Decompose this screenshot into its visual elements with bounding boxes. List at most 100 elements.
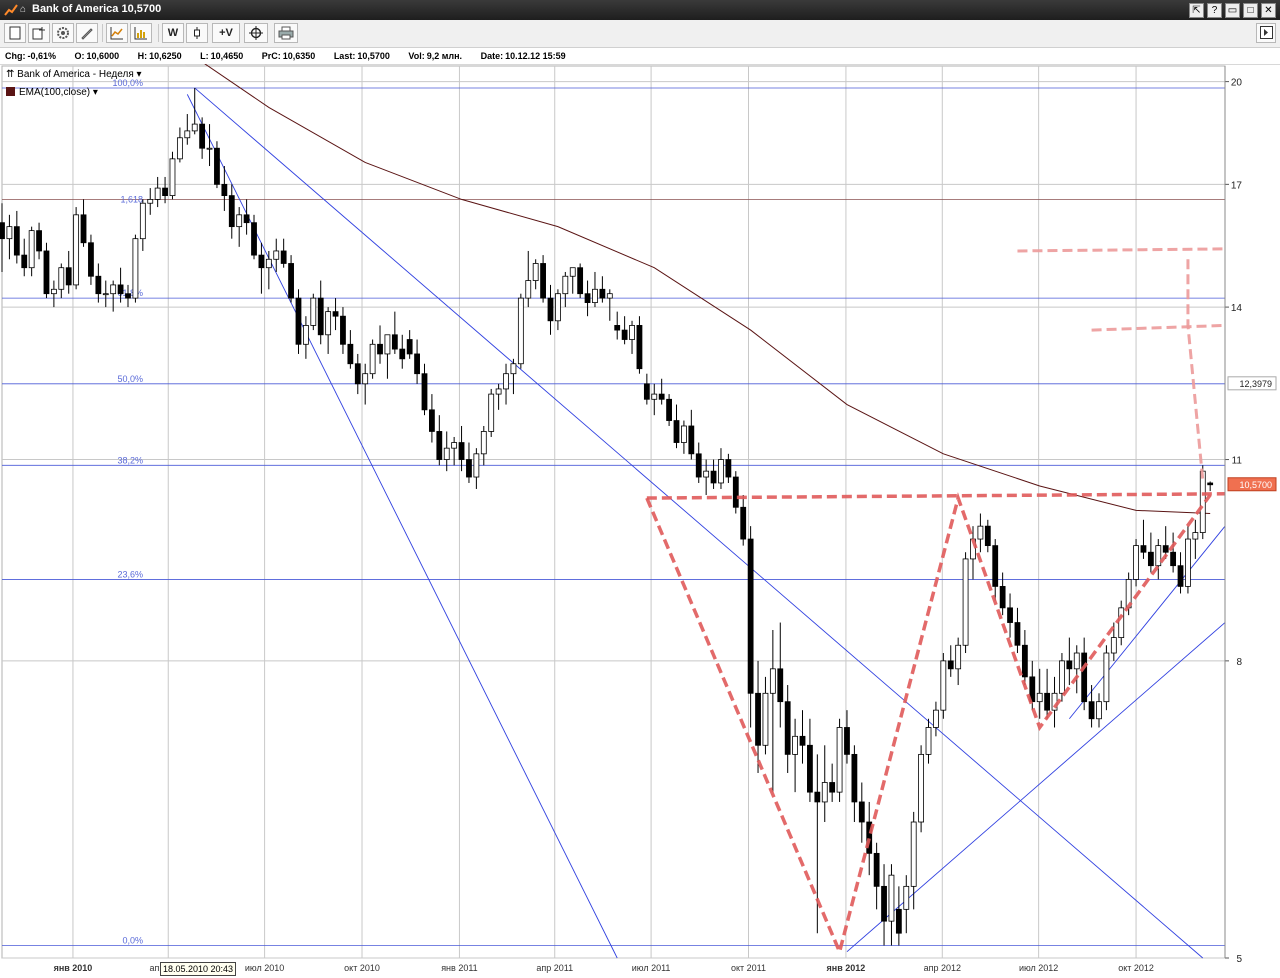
detach-button[interactable]: ⇱ bbox=[1189, 3, 1204, 18]
toolbar-separator bbox=[102, 24, 103, 42]
candle-body bbox=[228, 195, 235, 228]
bar-chart-button[interactable] bbox=[130, 23, 152, 43]
indicator-legend[interactable]: EMA(100,close) ▾ bbox=[6, 86, 98, 99]
candle-body bbox=[725, 459, 732, 478]
candle-body bbox=[421, 373, 428, 411]
candle-body bbox=[391, 334, 398, 350]
candle-body bbox=[881, 885, 887, 922]
candle-body bbox=[154, 187, 161, 200]
fib-level-label: 100,0% bbox=[112, 78, 143, 88]
trendline bbox=[1068, 525, 1226, 720]
candle-body bbox=[584, 293, 591, 303]
maximize-button[interactable]: □ bbox=[1243, 3, 1258, 18]
candle-body bbox=[873, 852, 880, 887]
candle-body bbox=[858, 801, 865, 823]
candle-body bbox=[176, 137, 183, 160]
x-tick-label: янв 2010 bbox=[54, 963, 93, 973]
candle-body bbox=[1036, 692, 1043, 703]
x-tick-label: янв 2011 bbox=[441, 963, 477, 973]
date-value: 10.12.12 15:59 bbox=[505, 51, 566, 61]
candle-body bbox=[102, 293, 109, 296]
candle-body bbox=[784, 701, 791, 755]
ema-line bbox=[204, 64, 1211, 515]
help-button[interactable]: ? bbox=[1207, 3, 1222, 18]
candle-body bbox=[88, 242, 94, 277]
high-label: H: bbox=[137, 51, 148, 61]
low-label: L: bbox=[200, 51, 209, 61]
candle-body bbox=[592, 288, 598, 303]
candle-body bbox=[251, 222, 257, 256]
candle-body bbox=[747, 538, 754, 694]
draw-tool-button[interactable] bbox=[76, 23, 98, 43]
candle-body bbox=[636, 325, 643, 370]
candle-body bbox=[1207, 482, 1214, 486]
print-button[interactable] bbox=[274, 23, 298, 43]
candle-body bbox=[918, 753, 925, 823]
candle-body bbox=[1162, 545, 1169, 553]
chg-value: -0,61% bbox=[27, 51, 57, 61]
candle-body bbox=[117, 284, 124, 295]
chevron-down-icon[interactable]: ▾ bbox=[90, 87, 98, 98]
candle-body bbox=[58, 267, 65, 290]
candle-body bbox=[28, 230, 35, 269]
target-line bbox=[1091, 323, 1226, 332]
candle-body bbox=[977, 525, 984, 540]
candle-body bbox=[21, 254, 28, 269]
close-button[interactable]: ✕ bbox=[1261, 3, 1276, 18]
candle-body bbox=[925, 727, 932, 755]
panel-toggle-button[interactable] bbox=[1256, 23, 1276, 43]
add-object-button[interactable] bbox=[28, 23, 50, 43]
crosshair-button[interactable] bbox=[244, 23, 268, 43]
add-volume-button[interactable]: +V bbox=[212, 23, 240, 43]
prev-close-label: PrC: bbox=[261, 51, 281, 61]
y-tick-label: 8 bbox=[1236, 657, 1242, 668]
candle-body bbox=[488, 393, 495, 432]
candle-body bbox=[866, 821, 873, 854]
candle-body bbox=[814, 791, 821, 803]
candle-body bbox=[688, 425, 695, 455]
pin-icon[interactable]: ⌂ bbox=[20, 4, 27, 15]
candle-body bbox=[732, 476, 739, 508]
fib-level-label: 0,0% bbox=[122, 935, 143, 945]
candle-body bbox=[651, 393, 658, 400]
candle-body bbox=[510, 363, 517, 375]
candle-body bbox=[214, 147, 220, 185]
date-label: Date: bbox=[480, 51, 504, 61]
app-icon bbox=[4, 4, 18, 16]
instrument-icon: ⇈ bbox=[6, 69, 18, 80]
candle-body bbox=[1059, 660, 1065, 694]
candle-body bbox=[681, 425, 687, 443]
candle-body bbox=[310, 297, 317, 326]
candle-body bbox=[540, 263, 546, 299]
candle-body bbox=[673, 420, 680, 443]
candle-body bbox=[162, 187, 168, 197]
new-chart-button[interactable] bbox=[4, 23, 26, 43]
pattern-line bbox=[646, 492, 1226, 500]
line-chart-button[interactable] bbox=[106, 23, 128, 43]
candle-body bbox=[406, 339, 413, 355]
candle-body bbox=[984, 525, 991, 547]
candle-button[interactable] bbox=[186, 23, 208, 43]
candle-body bbox=[933, 709, 939, 728]
prev-close-value: 10,6350 bbox=[282, 51, 316, 61]
minimize-button[interactable]: ▭ bbox=[1225, 3, 1240, 18]
price-chart[interactable]: 100,0% 61,8% 50,0% 38,2% 23,6% 0,0% 1,618 янв … bbox=[0, 64, 1280, 978]
fib-level-label: 38,2% bbox=[117, 455, 143, 465]
chart-area[interactable]: 100,0% 61,8% 50,0% 38,2% 23,6% 0,0% 1,618 янв … bbox=[0, 64, 1280, 978]
candle-body bbox=[273, 250, 280, 260]
candle-body bbox=[221, 183, 228, 197]
candle-body bbox=[1110, 637, 1117, 654]
candle-body bbox=[317, 297, 324, 336]
candle-body bbox=[777, 668, 784, 703]
last-value: 10,5700 bbox=[357, 51, 390, 61]
indicator-name: EMA(100,close) bbox=[19, 87, 91, 98]
period-week-button[interactable]: W bbox=[162, 23, 184, 43]
open-value: 10,6000 bbox=[86, 51, 120, 61]
candle-body bbox=[621, 329, 628, 340]
window-titlebar: ⌂ Bank of America 10,5700 ⇱ ? ▭ □ ✕ bbox=[0, 0, 1280, 20]
candle-body bbox=[643, 383, 650, 400]
instrument-legend[interactable]: ⇈ Bank of America - Неделя ▾ bbox=[6, 68, 142, 81]
settings-button[interactable] bbox=[52, 23, 74, 43]
price-level-label: 12,3979 bbox=[1239, 379, 1272, 389]
chevron-down-icon[interactable]: ▾ bbox=[133, 69, 142, 80]
